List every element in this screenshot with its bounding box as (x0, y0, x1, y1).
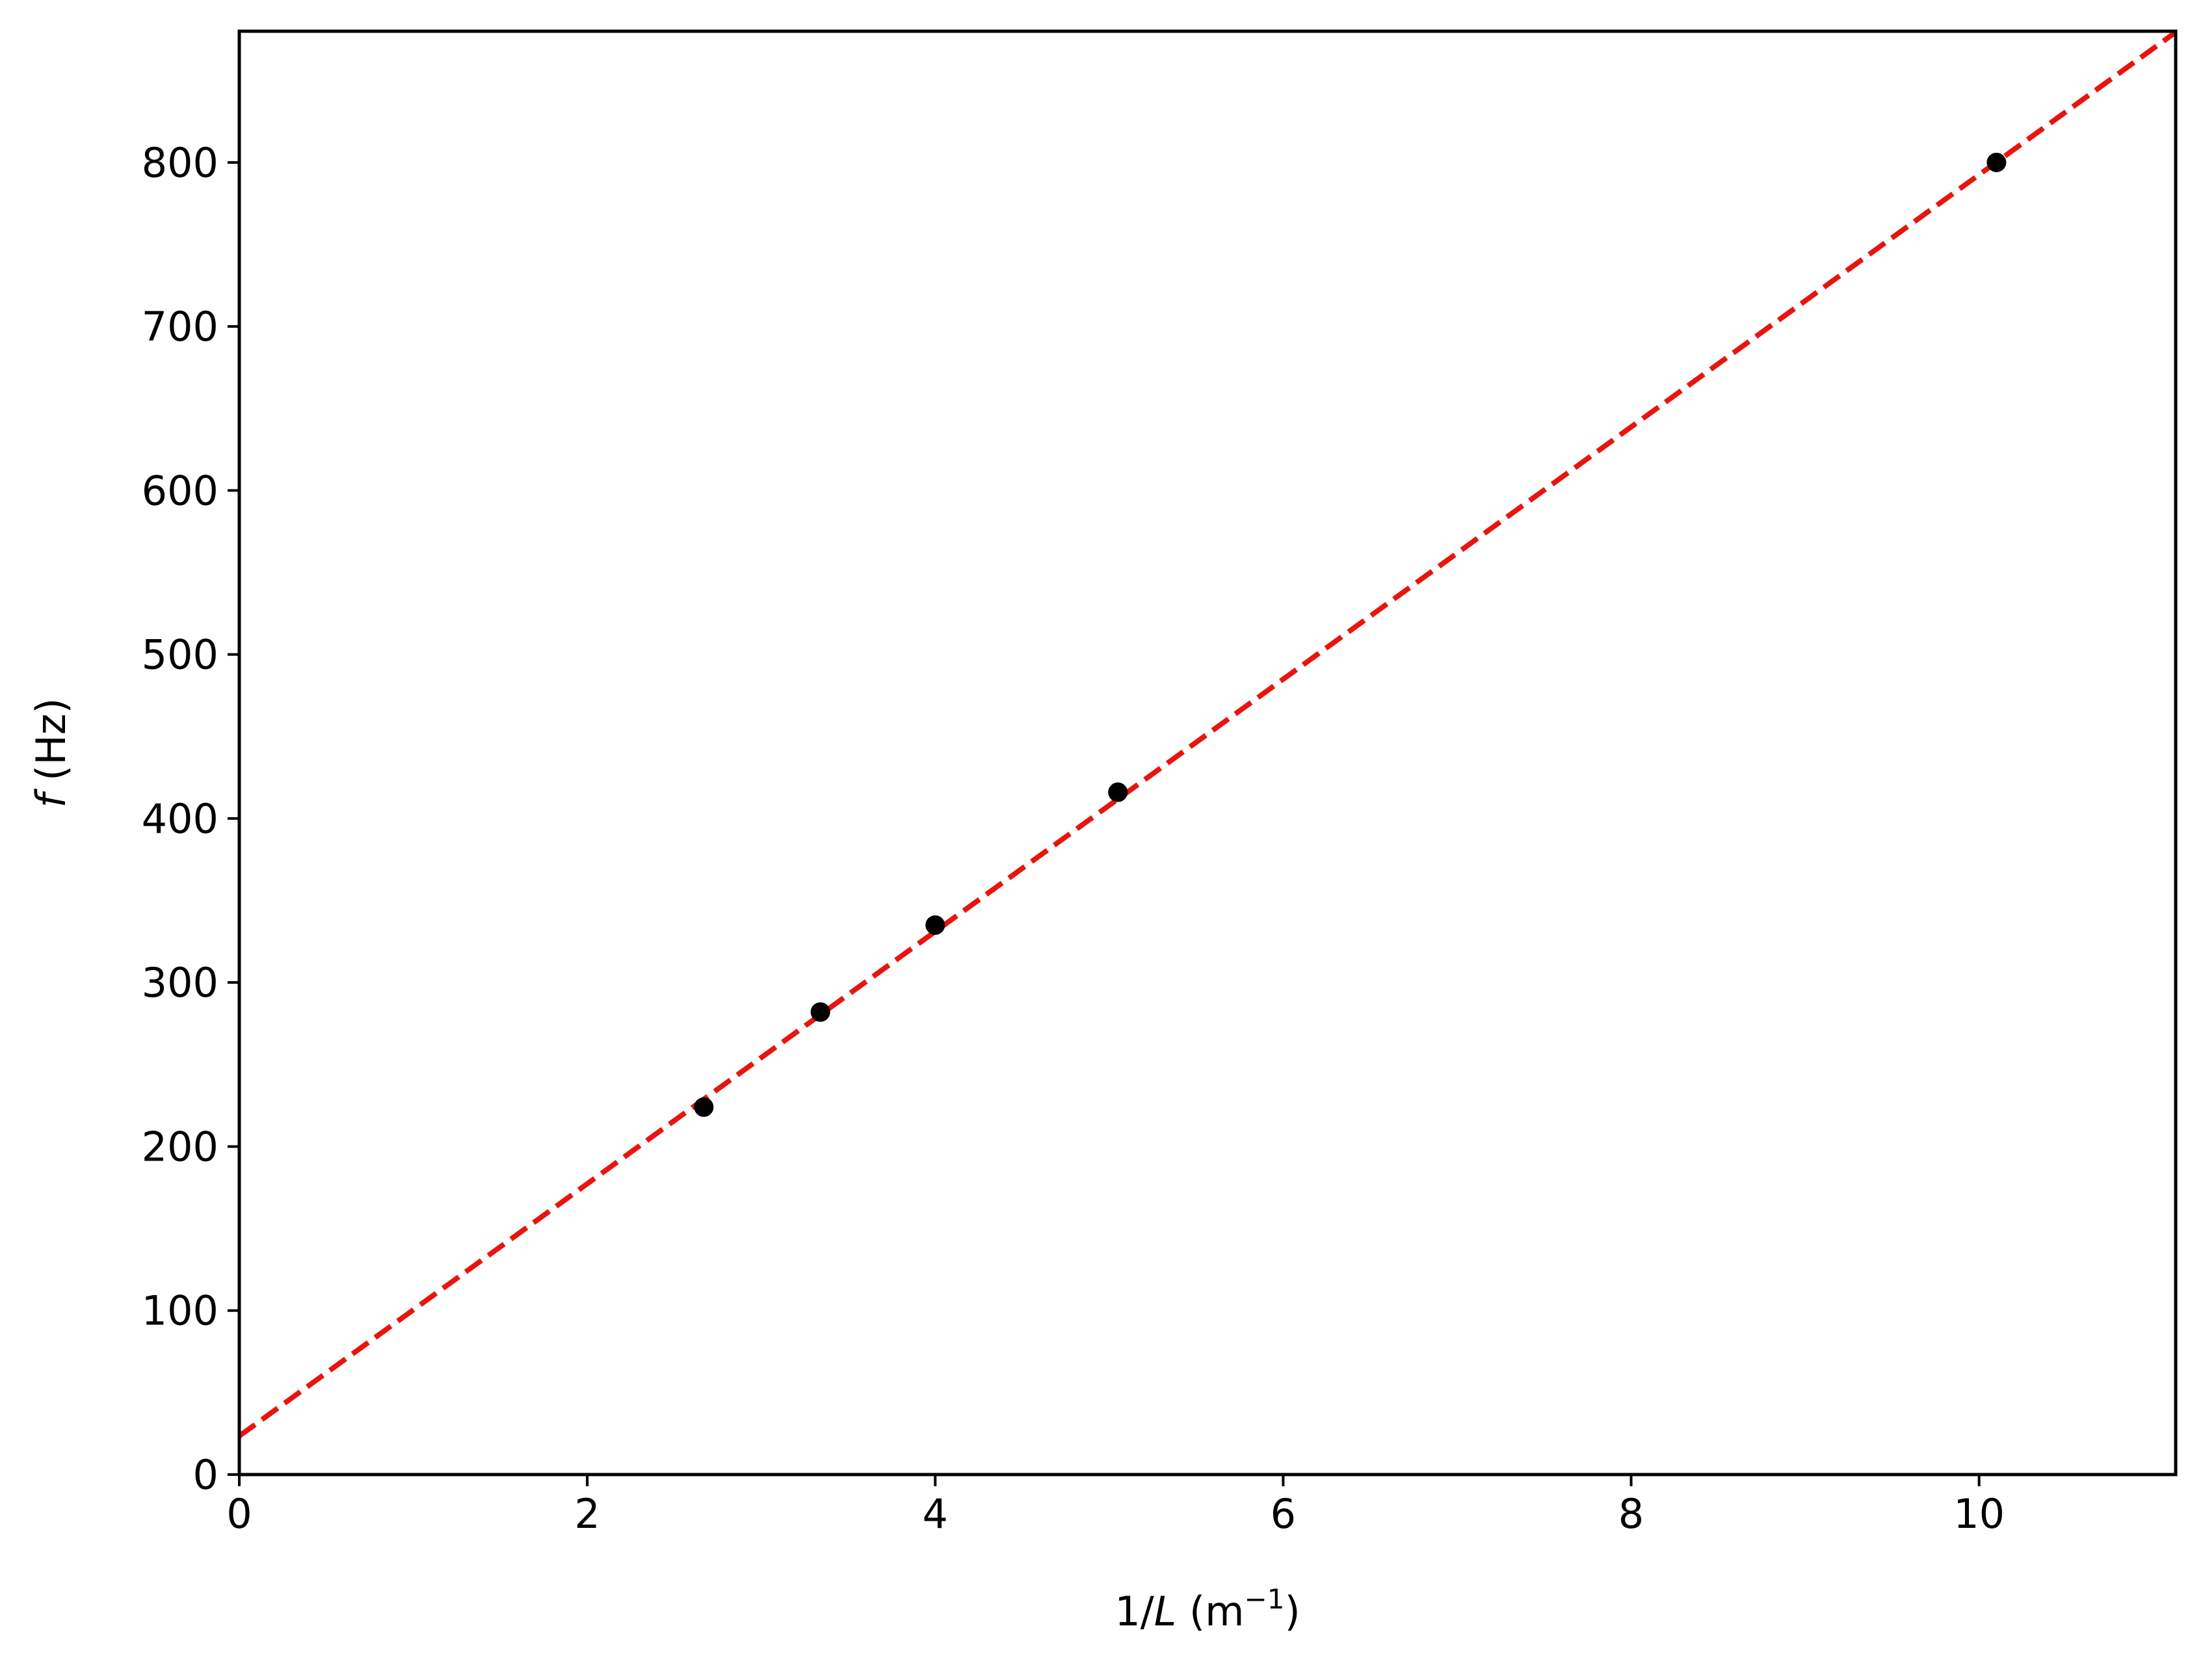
data-point (1108, 782, 1128, 802)
y-tick-label: 500 (142, 631, 218, 679)
axes-frame (237, 29, 2178, 1477)
y-tick-label: 800 (142, 139, 218, 187)
y-tick-label: 600 (142, 467, 218, 514)
y-axis-ticks: 0 100 200 300 400 500 600 700 800 (142, 139, 239, 1499)
x-tick-label: 10 (1953, 1490, 2005, 1538)
y-axis-label: f (Hz) (27, 698, 75, 807)
x-tick-label: 4 (923, 1490, 948, 1538)
x-tick-label: 0 (226, 1490, 252, 1538)
data-point (1986, 152, 2007, 172)
data-point (925, 915, 945, 935)
y-tick-label: 700 (142, 303, 218, 350)
y-tick-label: 100 (142, 1287, 218, 1335)
y-tick-label: 200 (142, 1123, 218, 1170)
fit-line-layer (239, 31, 2176, 1438)
y-tick-label: 400 (142, 795, 218, 843)
data-points (694, 152, 2007, 1117)
x-tick-label: 6 (1271, 1490, 1296, 1538)
fit-line (239, 31, 2176, 1438)
x-tick-label: 8 (1618, 1490, 1644, 1538)
x-axis-ticks: 0 2 4 6 8 10 (226, 1475, 2005, 1538)
x-axis-label: 1/L (m−1) (1115, 1583, 1300, 1635)
data-point (810, 1002, 830, 1022)
x-tick-label: 2 (574, 1490, 600, 1538)
y-tick-label: 0 (193, 1451, 218, 1499)
y-tick-label: 300 (142, 959, 218, 1006)
plot-area (239, 31, 2176, 1438)
data-point (694, 1097, 714, 1117)
